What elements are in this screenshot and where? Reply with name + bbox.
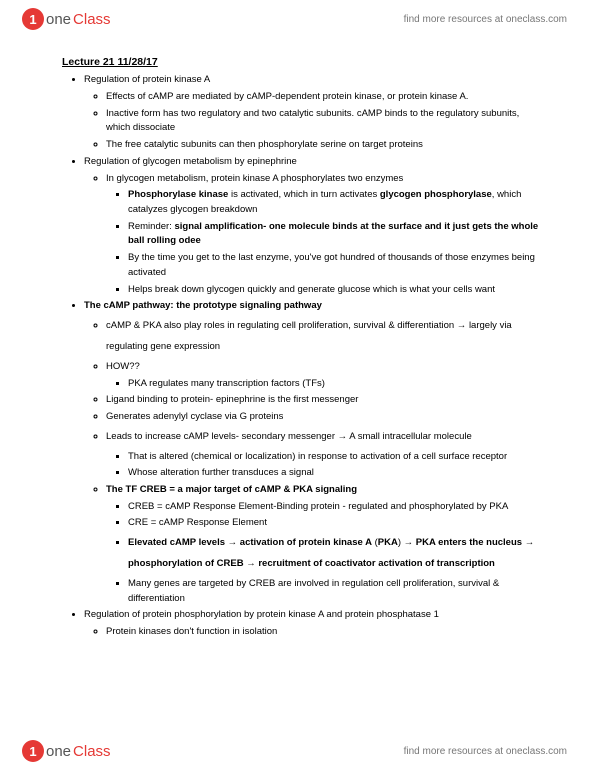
text: Regulation of protein kinase A: [84, 74, 210, 85]
list-item: Many genes are targeted by CREB are invo…: [128, 577, 539, 606]
list-item: That is altered (chemical or localizatio…: [128, 450, 539, 465]
text: CREB = cAMP Response Element-Binding pro…: [128, 501, 508, 512]
text: In glycogen metabolism, protein kinase A…: [106, 173, 403, 184]
logo-badge-icon: 1: [22, 740, 44, 762]
text-bold: Phosphorylase kinase: [128, 189, 228, 200]
text-bold: activation of protein kinase A: [240, 537, 372, 548]
list-item: Reminder: signal amplification- one mole…: [128, 220, 539, 249]
list-item: Regulation of protein kinase A Effects o…: [84, 73, 539, 153]
list-item: Inactive form has two regulatory and two…: [106, 107, 539, 136]
list-item: Generates adenylyl cyclase via G protein…: [106, 410, 539, 425]
logo-text-one: one: [46, 743, 71, 760]
list-item: Ligand binding to protein- epinephrine i…: [106, 393, 539, 408]
list-item: Phosphorylase kinase is activated, which…: [128, 188, 539, 217]
text-bold: PKA enters the nucleus: [416, 537, 522, 548]
logo-text-one: one: [46, 11, 71, 28]
text-bold: Elevated cAMP levels: [128, 537, 225, 548]
text: Whose alteration further transduces a si…: [128, 467, 314, 478]
text: PKA regulates many transcription factors…: [128, 378, 325, 389]
text: Regulation of protein phosphorylation by…: [84, 609, 439, 620]
text: That is altered (chemical or localizatio…: [128, 451, 507, 462]
text-bold: The cAMP pathway: the prototype signalin…: [84, 300, 322, 311]
text: Protein kinases don't function in isolat…: [106, 626, 277, 637]
list-item: Leads to increase cAMP levels- secondary…: [106, 427, 539, 481]
logo: 1 one Class: [22, 8, 111, 30]
text: HOW??: [106, 361, 140, 372]
text: cAMP & PKA also play roles in regulating…: [106, 320, 512, 352]
document-body: Lecture 21 11/28/17 Regulation of protei…: [62, 54, 539, 716]
text: is activated, which in turn activates: [228, 189, 380, 200]
text: Regulation of glycogen metabolism by epi…: [84, 156, 297, 167]
list-item: CRE = cAMP Response Element: [128, 516, 539, 531]
text-bold: phosphorylation of CREB: [128, 558, 244, 569]
text-bold: recruitment of coactivator activation of…: [258, 558, 495, 569]
list-item: CREB = cAMP Response Element-Binding pro…: [128, 500, 539, 515]
text-bold: signal amplification- one molecule binds…: [128, 221, 538, 247]
text: Effects of cAMP are mediated by cAMP-dep…: [106, 91, 468, 102]
footer: 1 one Class find more resources at onecl…: [0, 732, 595, 770]
text: Reminder:: [128, 221, 174, 232]
logo-badge-icon: 1: [22, 8, 44, 30]
list-item: Regulation of glycogen metabolism by epi…: [84, 155, 539, 297]
list-item: Effects of cAMP are mediated by cAMP-dep…: [106, 90, 539, 105]
lecture-title: Lecture 21 11/28/17: [62, 54, 539, 70]
list-item: Regulation of protein phosphorylation by…: [84, 608, 539, 639]
text: Generates adenylyl cyclase via G protein…: [106, 411, 283, 422]
text: Inactive form has two regulatory and two…: [106, 108, 519, 134]
text: CRE = cAMP Response Element: [128, 517, 267, 528]
list-item: In glycogen metabolism, protein kinase A…: [106, 172, 539, 298]
text: The free catalytic subunits can then pho…: [106, 139, 423, 150]
list-item: PKA regulates many transcription factors…: [128, 377, 539, 392]
text: By the time you get to the last enzyme, …: [128, 252, 535, 278]
footer-resources-link[interactable]: find more resources at oneclass.com: [404, 746, 567, 757]
list-item: Protein kinases don't function in isolat…: [106, 625, 539, 640]
text-bold: The TF CREB = a major target of cAMP & P…: [106, 484, 357, 495]
list-item: HOW?? PKA regulates many transcription f…: [106, 360, 539, 391]
list-item: Whose alteration further transduces a si…: [128, 466, 539, 481]
header: 1 one Class find more resources at onecl…: [0, 0, 595, 38]
text: Many genes are targeted by CREB are invo…: [128, 578, 499, 604]
logo-text-class: Class: [73, 11, 111, 28]
logo-text-class: Class: [73, 743, 111, 760]
text-bold: PKA: [378, 537, 398, 548]
list-item: By the time you get to the last enzyme, …: [128, 251, 539, 280]
list-item: The cAMP pathway: the prototype signalin…: [84, 299, 539, 606]
logo: 1 one Class: [22, 740, 111, 762]
list-item: Elevated cAMP levels → activation of pro…: [128, 533, 539, 575]
list-item: The free catalytic subunits can then pho…: [106, 138, 539, 153]
text: Leads to increase cAMP levels- secondary…: [106, 431, 472, 442]
list-item: The TF CREB = a major target of cAMP & P…: [106, 483, 539, 606]
header-resources-link[interactable]: find more resources at oneclass.com: [404, 14, 567, 25]
list-item: cAMP & PKA also play roles in regulating…: [106, 316, 539, 358]
text: Ligand binding to protein- epinephrine i…: [106, 394, 358, 405]
text: Helps break down glycogen quickly and ge…: [128, 284, 495, 295]
list-item: Helps break down glycogen quickly and ge…: [128, 283, 539, 298]
text-bold: glycogen phosphorylase: [380, 189, 492, 200]
